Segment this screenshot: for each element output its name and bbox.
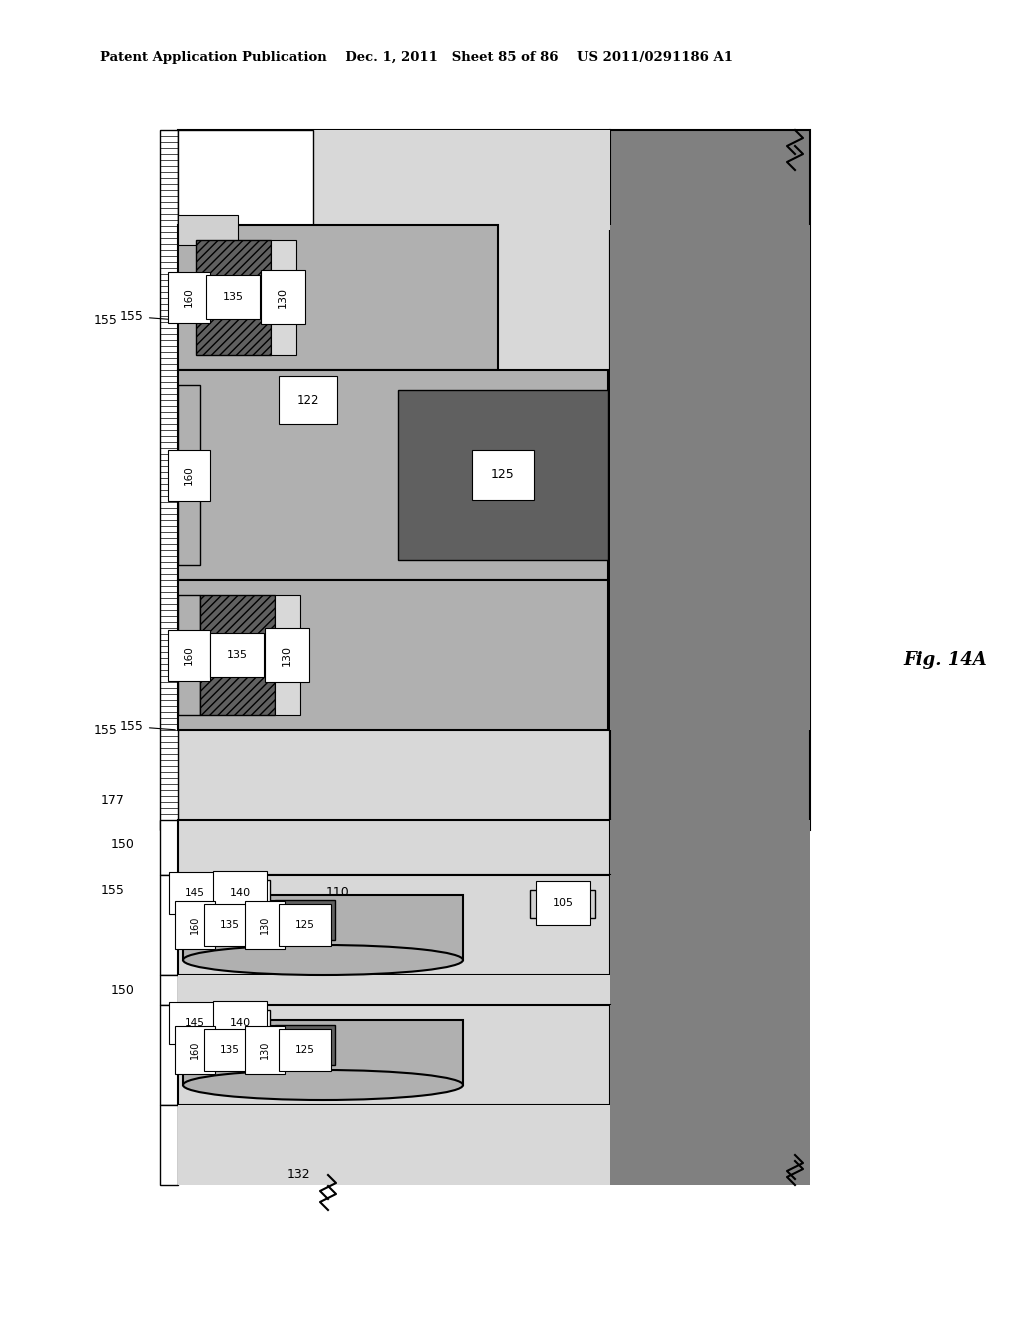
Bar: [160, 1105, 178, 1185]
Text: 140: 140: [229, 888, 251, 898]
Text: 160: 160: [184, 465, 194, 484]
Bar: [178, 224, 498, 370]
Bar: [178, 129, 610, 830]
Bar: [178, 975, 610, 1005]
Text: 135: 135: [220, 920, 240, 931]
Text: 155: 155: [101, 883, 125, 896]
Text: 160: 160: [190, 916, 200, 935]
Bar: [178, 1105, 610, 1185]
Bar: [530, 890, 595, 917]
Bar: [178, 129, 313, 230]
Bar: [610, 820, 810, 875]
Bar: [160, 129, 178, 830]
Bar: [178, 820, 610, 875]
Text: 135: 135: [220, 1045, 240, 1055]
Bar: [200, 595, 275, 715]
Text: 130: 130: [260, 916, 270, 935]
Text: 130: 130: [260, 1040, 270, 1059]
Bar: [275, 900, 335, 940]
Bar: [178, 875, 610, 975]
Bar: [183, 1020, 463, 1085]
Text: 160: 160: [184, 288, 194, 306]
Text: 145: 145: [185, 1018, 205, 1028]
Text: 155: 155: [94, 314, 118, 326]
Ellipse shape: [183, 1071, 463, 1100]
Bar: [398, 389, 608, 560]
Text: 140: 140: [229, 1018, 251, 1028]
Bar: [210, 1010, 270, 1038]
Bar: [610, 224, 810, 370]
Bar: [178, 595, 200, 715]
Bar: [160, 875, 178, 975]
Text: 155: 155: [120, 310, 175, 323]
Text: 132: 132: [286, 1168, 310, 1181]
Ellipse shape: [183, 945, 463, 975]
Text: 122: 122: [297, 393, 319, 407]
Bar: [255, 1026, 275, 1065]
Bar: [180, 880, 210, 908]
Text: Fig. 14A: Fig. 14A: [903, 651, 987, 669]
Text: 125: 125: [492, 469, 515, 482]
Bar: [205, 900, 255, 940]
Bar: [160, 820, 178, 875]
Text: Patent Application Publication    Dec. 1, 2011   Sheet 85 of 86    US 2011/02911: Patent Application Publication Dec. 1, 2…: [100, 51, 733, 65]
Bar: [610, 1005, 810, 1105]
Bar: [178, 1005, 610, 1105]
Bar: [210, 880, 270, 908]
Bar: [610, 975, 810, 1005]
Bar: [275, 1026, 335, 1065]
Bar: [205, 1026, 255, 1065]
Text: 125: 125: [295, 1045, 315, 1055]
Bar: [610, 129, 810, 830]
Text: 130: 130: [282, 644, 292, 665]
Text: 160: 160: [184, 645, 194, 665]
Bar: [178, 579, 608, 730]
Bar: [275, 595, 300, 715]
Text: 150: 150: [112, 838, 135, 851]
Bar: [610, 579, 810, 730]
Bar: [271, 240, 296, 355]
Text: 135: 135: [226, 649, 248, 660]
Text: 155: 155: [94, 723, 118, 737]
Text: 150: 150: [112, 983, 135, 997]
Text: 160: 160: [190, 1040, 200, 1059]
Text: 125: 125: [295, 920, 315, 931]
Text: 145: 145: [185, 888, 205, 898]
Bar: [185, 900, 205, 940]
Bar: [255, 900, 275, 940]
Bar: [196, 240, 271, 355]
Text: 155: 155: [120, 719, 175, 733]
Text: 105: 105: [553, 898, 573, 908]
Text: 110: 110: [326, 887, 350, 899]
Text: 130: 130: [278, 286, 288, 308]
Bar: [180, 1010, 210, 1038]
Bar: [160, 975, 178, 1005]
Bar: [610, 1105, 810, 1185]
Bar: [313, 129, 610, 230]
Bar: [160, 1005, 178, 1105]
Bar: [178, 385, 200, 565]
Text: 177: 177: [101, 793, 125, 807]
Text: 135: 135: [222, 292, 244, 302]
Bar: [183, 895, 463, 960]
Bar: [178, 370, 608, 579]
Bar: [185, 1026, 205, 1065]
Bar: [610, 875, 810, 975]
Bar: [178, 215, 238, 246]
Bar: [610, 370, 810, 579]
